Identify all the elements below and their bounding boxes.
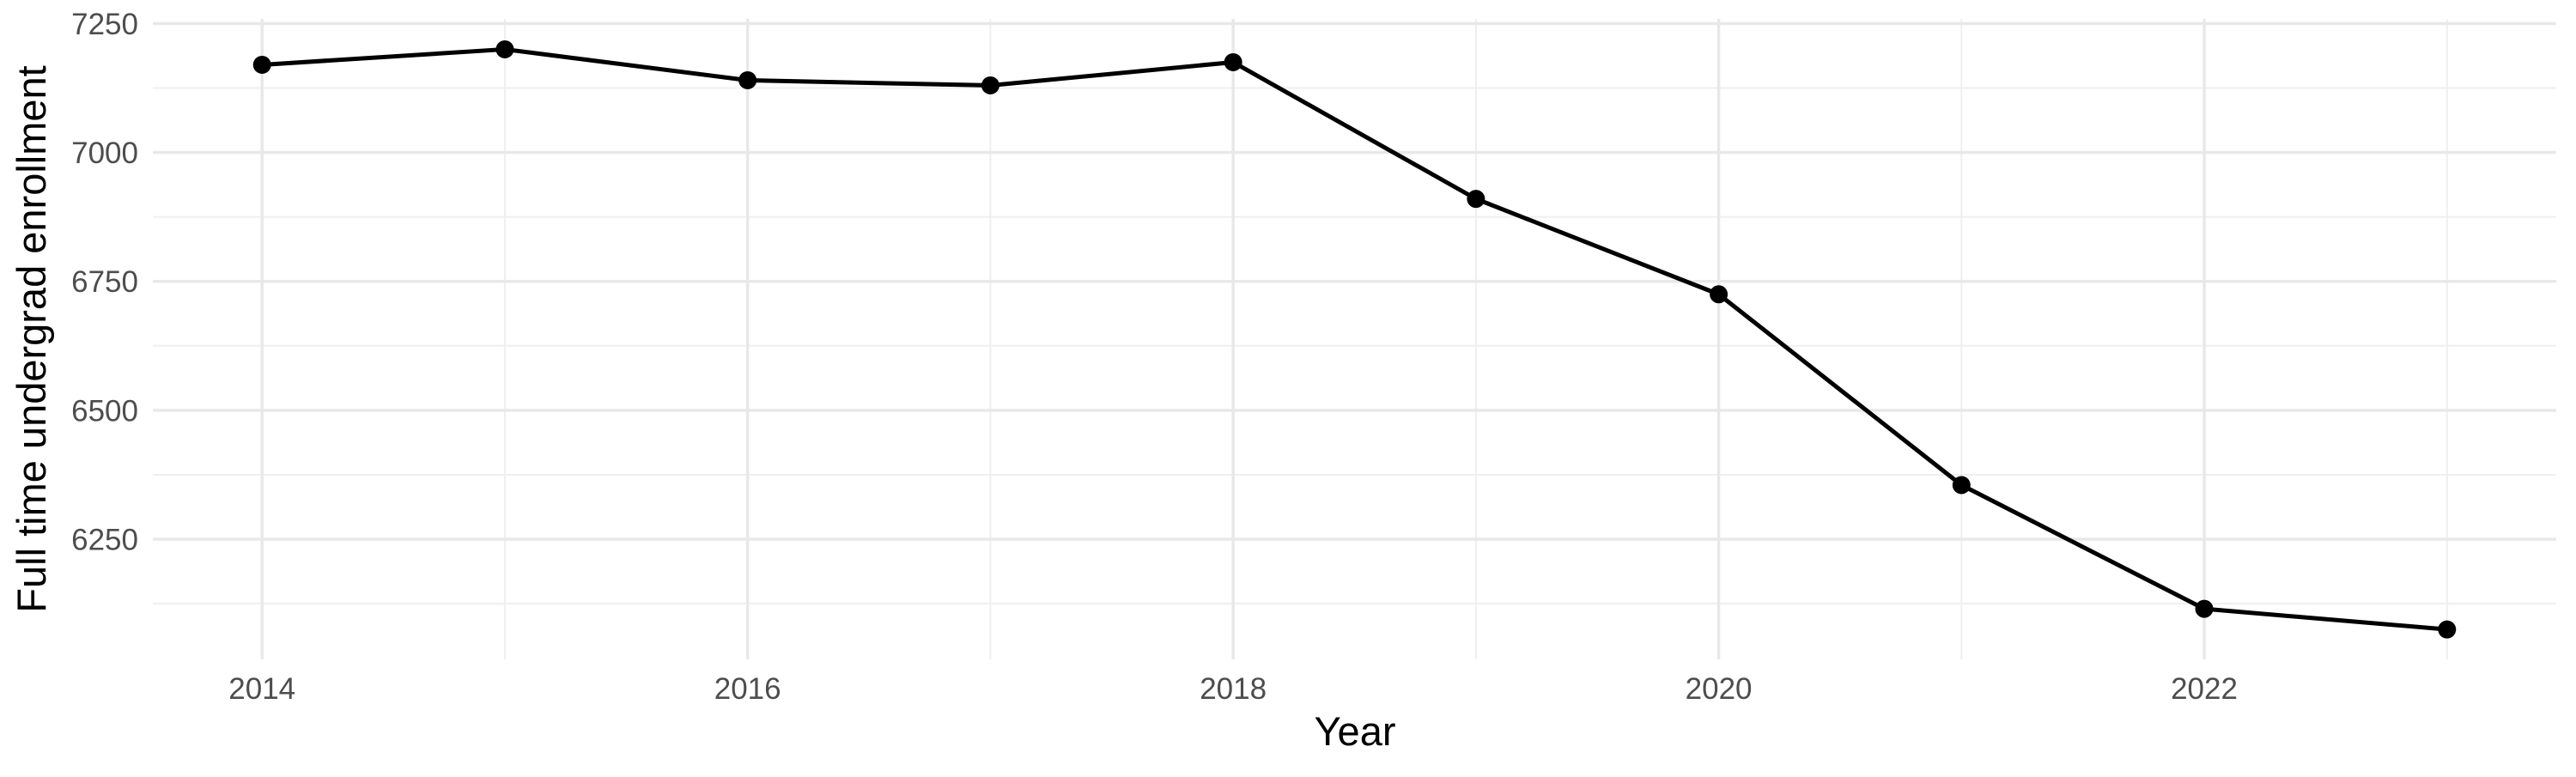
x-tick-label-2014: 2014 bbox=[228, 672, 295, 706]
data-point-2021 bbox=[1952, 476, 1971, 495]
series-line bbox=[259, 46, 2450, 632]
minor-gridlines bbox=[153, 19, 2556, 659]
data-point-2015 bbox=[495, 39, 514, 58]
x-axis-title: Year bbox=[1315, 708, 1396, 754]
data-point-2017 bbox=[981, 76, 999, 94]
data-point-2014 bbox=[252, 55, 271, 74]
x-tick-label-2018: 2018 bbox=[1200, 672, 1267, 706]
y-tick-label-7000: 7000 bbox=[71, 137, 138, 170]
y-axis-tick-labels: 7250 7000 6750 6500 6250 bbox=[71, 8, 138, 557]
x-tick-label-2016: 2016 bbox=[714, 672, 781, 706]
data-point-2023 bbox=[2438, 620, 2457, 639]
data-point-2016 bbox=[738, 70, 757, 89]
y-tick-label-6750: 6750 bbox=[71, 265, 138, 299]
data-point-2018 bbox=[1224, 52, 1242, 71]
data-point-2020 bbox=[1710, 285, 1728, 304]
y-tick-label-7250: 7250 bbox=[71, 8, 138, 41]
x-axis-tick-labels: 2014 2016 2018 2020 2022 bbox=[228, 672, 2238, 706]
enrollment-series bbox=[252, 39, 2457, 639]
x-tick-label-2022: 2022 bbox=[2171, 672, 2238, 706]
data-point-2022 bbox=[2195, 599, 2214, 618]
x-tick-label-2020: 2020 bbox=[1686, 672, 1753, 706]
y-tick-label-6250: 6250 bbox=[71, 524, 138, 557]
y-axis-title: Full time undergrad enrollment bbox=[9, 65, 54, 612]
major-gridlines bbox=[153, 19, 2556, 659]
data-point-2019 bbox=[1467, 190, 1485, 209]
y-tick-label-6500: 6500 bbox=[71, 394, 138, 428]
